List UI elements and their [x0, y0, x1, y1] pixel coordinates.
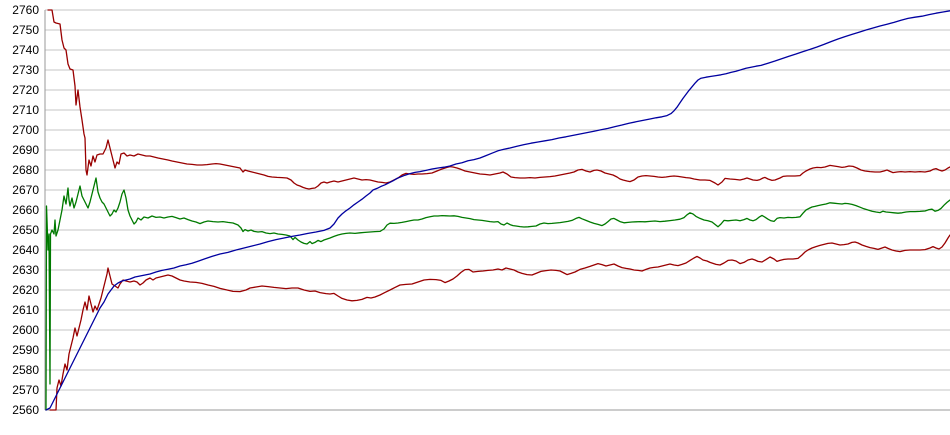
- y-axis-tick-label: 2640: [12, 243, 39, 257]
- y-axis-tick-label: 2700: [12, 123, 39, 137]
- y-axis-tick-label: 2590: [12, 343, 39, 357]
- y-axis-tick-label: 2760: [12, 3, 39, 17]
- series-blue-ascending-line: [45, 10, 950, 411]
- series-dark-red-upper-band: [47, 9, 950, 190]
- y-axis-tick-label: 2670: [12, 183, 39, 197]
- y-axis-tick-label: 2560: [12, 403, 39, 417]
- y-axis-tick-label: 2630: [12, 263, 39, 277]
- y-axis-tick-label: 2650: [12, 223, 39, 237]
- y-axis-tick-label: 2740: [12, 43, 39, 57]
- y-axis-tick-label: 2600: [12, 323, 39, 337]
- y-axis-tick-label: 2690: [12, 143, 39, 157]
- y-axis-tick-label: 2750: [12, 23, 39, 37]
- y-axis-tick-label: 2610: [12, 303, 39, 317]
- y-axis-tick-label: 2730: [12, 63, 39, 77]
- y-axis-tick-label: 2660: [12, 203, 39, 217]
- y-axis-tick-label: 2580: [12, 363, 39, 377]
- series-green-middle-line: [45, 177, 950, 411]
- series-dark-red-lower-band: [49, 234, 950, 411]
- y-axis-tick-label: 2720: [12, 83, 39, 97]
- y-axis-tick-label: 2620: [12, 283, 39, 297]
- y-axis-tick-label: 2570: [12, 383, 39, 397]
- y-axis-tick-label: 2680: [12, 163, 39, 177]
- y-axis-tick-label: 2710: [12, 103, 39, 117]
